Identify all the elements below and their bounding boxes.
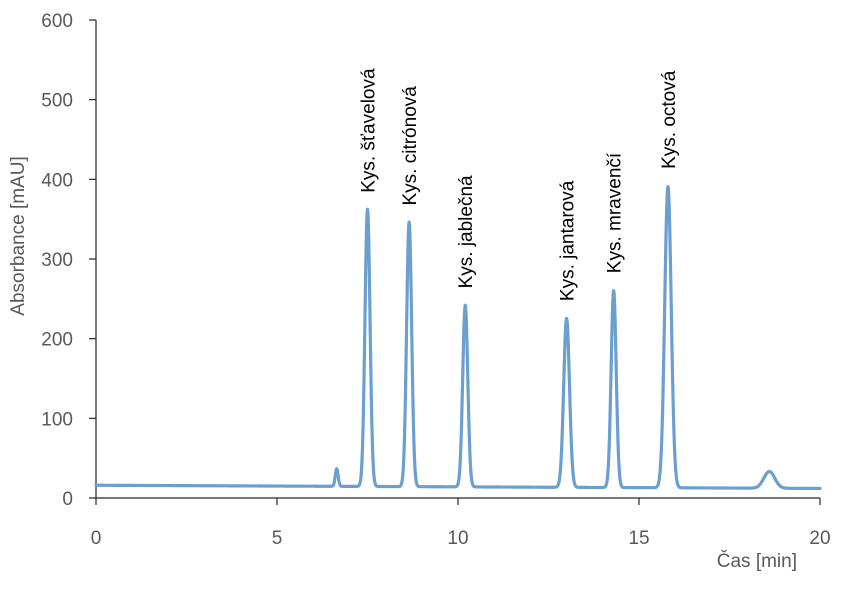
x-tick-label: 0 (91, 528, 102, 549)
y-tick-label: 500 (41, 91, 73, 112)
y-axis-title: Absorbance [mAU] (8, 156, 29, 315)
y-axis: 0 100 200 300 400 500 600 (41, 11, 97, 510)
x-axis: 0 5 10 15 20 (91, 497, 831, 549)
peak-label: Kys. jablečná (456, 175, 477, 288)
chromatogram-line (94, 185, 822, 491)
y-tick-label: 0 (62, 489, 73, 510)
series (94, 185, 822, 491)
y-tick-label: 200 (41, 330, 73, 351)
peak-label: Kys. jantarová (558, 180, 579, 301)
y-tick-label: 300 (41, 250, 73, 271)
y-tick-label: 400 (41, 170, 73, 191)
y-tick-label: 600 (41, 11, 73, 32)
peak-labels: Kys. šťavelová Kys. citrónová Kys. jablečn… (359, 68, 681, 301)
peak-label: Kys. octová (659, 70, 680, 169)
x-tick-label: 5 (272, 528, 283, 549)
x-tick-label: 15 (628, 528, 649, 549)
peak-label: Kys. citrónová (400, 86, 421, 206)
x-tick-label: 20 (809, 528, 830, 549)
y-tick-label: 100 (41, 409, 73, 430)
x-axis-title: Čas [min] (717, 550, 797, 572)
x-tick-label: 10 (447, 528, 468, 549)
peak-label: Kys. šťavelová (359, 68, 380, 193)
peak-label: Kys. mravenčí (605, 152, 626, 273)
